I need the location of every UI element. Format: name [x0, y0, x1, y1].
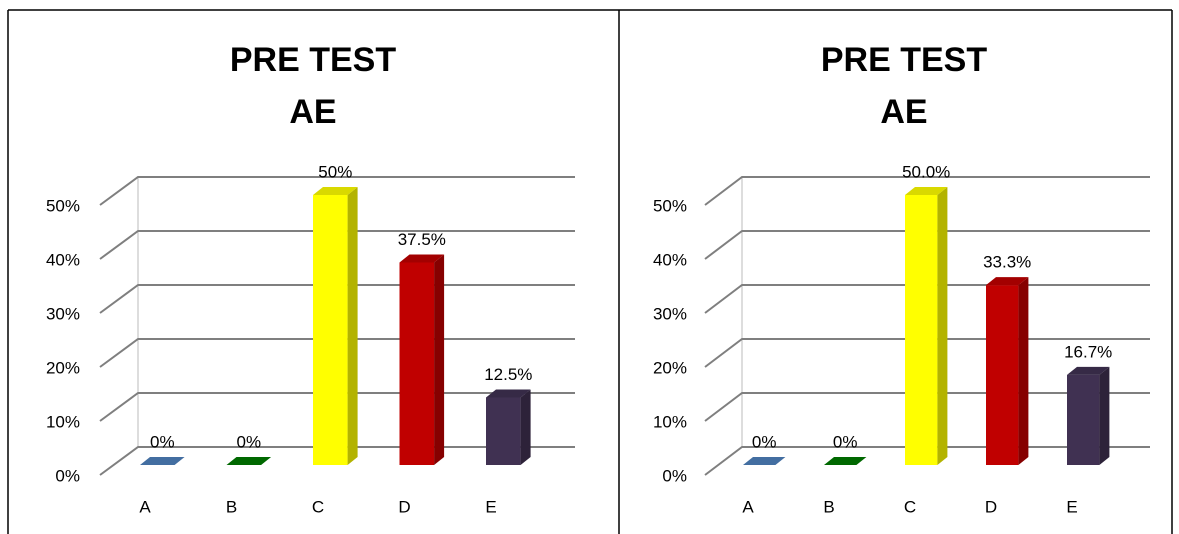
- bar: [226, 457, 272, 465]
- grid-line: [99, 230, 575, 260]
- y-tick-label: 0%: [55, 466, 80, 485]
- value-label: 33.3%: [983, 253, 1031, 272]
- chart-title: PRE TEST: [821, 41, 987, 79]
- bar: [140, 457, 185, 465]
- bar-face: [937, 187, 948, 465]
- x-tick-label: D: [398, 497, 410, 516]
- value-label: 12.5%: [484, 365, 532, 384]
- value-label: 0%: [150, 432, 175, 451]
- bar-face: [824, 457, 867, 465]
- x-tick-label: C: [904, 497, 916, 516]
- bar-face: [1099, 366, 1110, 465]
- y-tick-label: 10%: [653, 412, 687, 431]
- bar-face: [905, 195, 938, 465]
- y-tick-label: 40%: [46, 250, 80, 269]
- bar-face: [986, 277, 1029, 286]
- value-label: 16.7%: [1064, 342, 1112, 361]
- y-tick-label: 40%: [653, 250, 687, 269]
- bar-face: [399, 262, 435, 465]
- chart-subtitle: AE: [289, 93, 336, 131]
- bar-face: [1067, 366, 1110, 375]
- bar-face: [226, 457, 272, 465]
- x-tick-label: B: [226, 497, 237, 516]
- value-label: 0%: [752, 432, 777, 451]
- grid-line: [99, 176, 575, 206]
- bar-face: [1067, 374, 1100, 465]
- bar-face: [905, 187, 948, 195]
- y-tick-label: 20%: [46, 358, 80, 377]
- bar-face: [486, 389, 531, 398]
- grid-line: [704, 230, 1150, 260]
- x-tick-label: B: [823, 497, 834, 516]
- bar: [986, 277, 1029, 465]
- y-tick-label: 10%: [46, 412, 80, 431]
- bar: [905, 187, 948, 465]
- bar: [313, 187, 358, 465]
- x-tick-label: E: [1066, 497, 1077, 516]
- value-label: 50%: [318, 162, 352, 181]
- y-tick-label: 30%: [653, 304, 687, 323]
- bar-face: [743, 457, 786, 465]
- y-tick-label: 50%: [653, 196, 687, 215]
- bar-face: [140, 457, 185, 465]
- x-tick-label: A: [742, 497, 754, 516]
- bar-face: [347, 187, 358, 465]
- x-tick-label: A: [139, 497, 151, 516]
- y-tick-label: 50%: [46, 196, 80, 215]
- grid-line: [704, 176, 1150, 206]
- bar-face: [986, 285, 1019, 465]
- x-tick-label: E: [485, 497, 496, 516]
- y-tick-label: 30%: [46, 304, 80, 323]
- bar-face: [520, 389, 531, 465]
- bar-face: [399, 254, 445, 263]
- bar: [824, 457, 867, 465]
- chart-subtitle: AE: [880, 93, 927, 131]
- y-tick-label: 20%: [653, 358, 687, 377]
- value-label: 50.0%: [902, 162, 950, 181]
- x-tick-label: C: [312, 497, 324, 516]
- value-label: 0%: [833, 432, 858, 451]
- value-label: 0%: [237, 432, 262, 451]
- bar-face: [313, 187, 358, 195]
- bar: [399, 254, 445, 465]
- x-tick-label: D: [985, 497, 997, 516]
- chart-title: PRE TEST: [230, 41, 396, 79]
- bar-face: [486, 397, 521, 465]
- bar-face: [313, 195, 348, 465]
- y-tick-label: 0%: [662, 466, 687, 485]
- bar-face: [434, 254, 445, 465]
- bar: [1067, 366, 1110, 465]
- bar: [486, 389, 531, 465]
- value-label: 37.5%: [398, 230, 446, 249]
- bar-face: [1018, 277, 1029, 465]
- bar: [743, 457, 786, 465]
